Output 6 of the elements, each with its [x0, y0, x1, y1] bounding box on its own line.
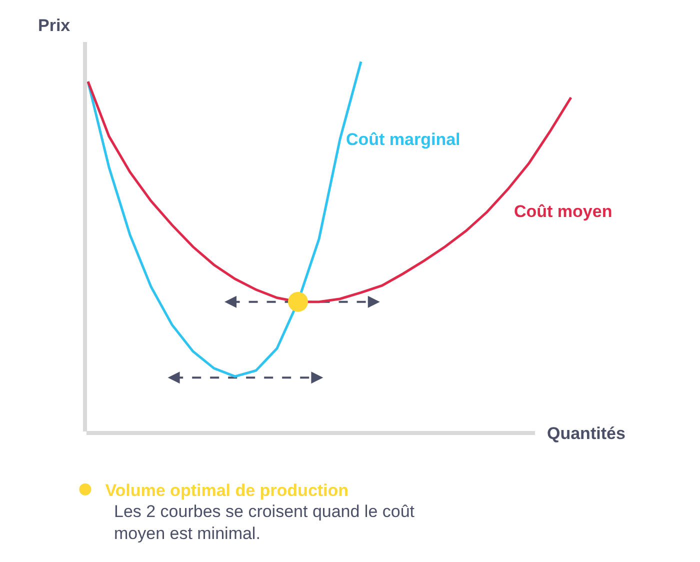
y-axis-title: Prix [38, 16, 71, 35]
x-axis-title: Quantités [547, 424, 626, 443]
series-label: Coût marginal [346, 130, 460, 149]
series-label: Coût moyen [514, 202, 612, 221]
legend-label: Volume optimal de production [105, 480, 349, 500]
text: Les 2 courbes se croisent quand le coût moyen est minimal. [114, 502, 415, 544]
